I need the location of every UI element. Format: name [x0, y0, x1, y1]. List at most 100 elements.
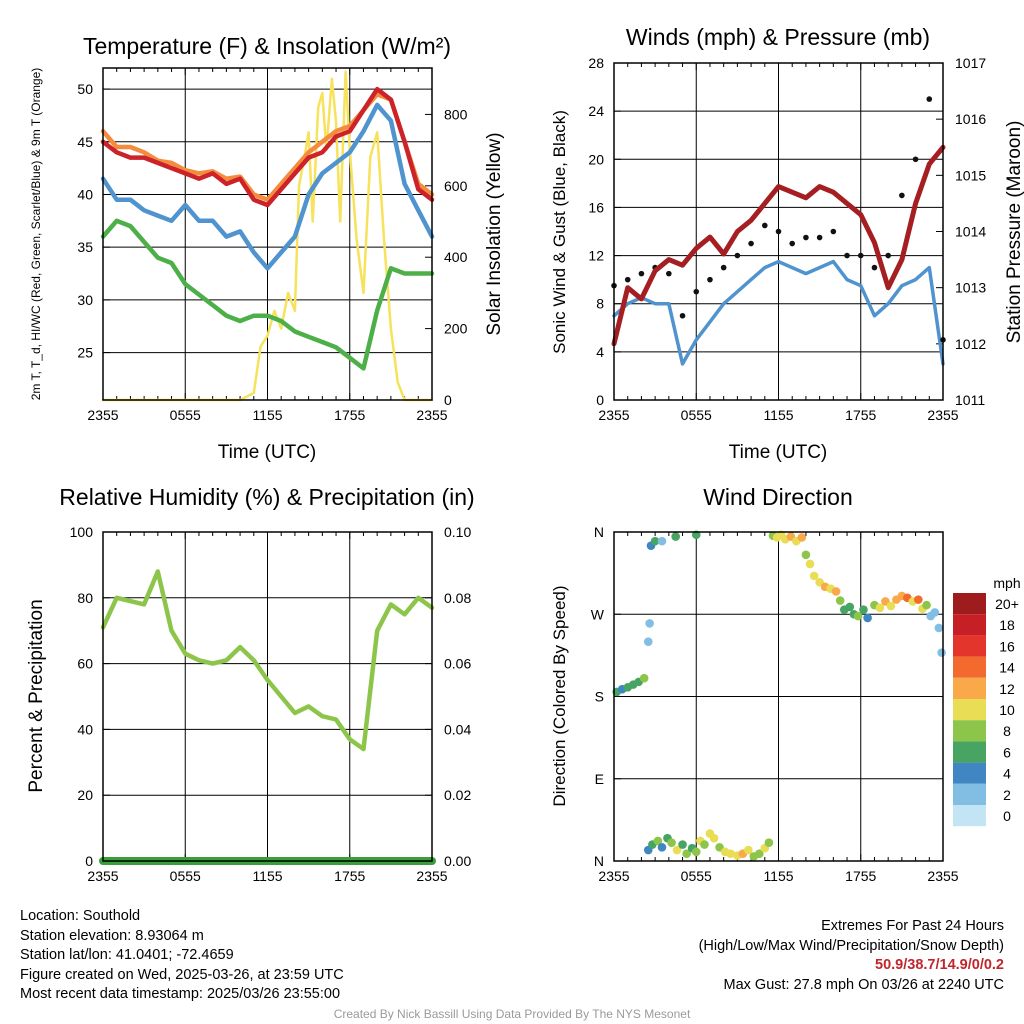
humidity-y2tick-label: 0.04 [444, 721, 471, 737]
temperature-x-axis-label: Time (UTC) [218, 442, 317, 463]
direction-point [657, 536, 667, 546]
direction-point [934, 623, 944, 633]
humidity-y2tick-label: 0.08 [444, 590, 471, 606]
winds-gust-point [734, 252, 741, 259]
direction-point [845, 602, 855, 612]
direction-point [639, 673, 649, 683]
humidity-xtick-label: 2355 [87, 868, 118, 884]
direction-ytick-label: N [594, 853, 604, 869]
humidity-y2tick-label: 0.00 [444, 853, 471, 869]
location-text: Location: Southold [20, 908, 141, 924]
temperature-y2tick-label: 0 [444, 392, 452, 408]
winds-ytick-label: 16 [588, 199, 604, 215]
temperature-series-yellow [101, 70, 434, 402]
speed-legend-swatch [953, 593, 986, 615]
winds-gust-point [720, 264, 727, 271]
winds-gust-point [871, 264, 878, 271]
humidity-y2tick-label: 0.02 [444, 787, 471, 803]
humidity-chart-title: Relative Humidity (%) & Precipitation (i… [59, 484, 474, 510]
direction-point [671, 532, 680, 541]
temperature-xtick-label: 2355 [87, 407, 118, 423]
speed-legend-swatch [953, 677, 986, 699]
winds-gust-point [816, 234, 823, 241]
humidity-xtick-label: 2355 [416, 868, 447, 884]
humidity-ytick-label: 80 [77, 590, 93, 606]
temperature-series-red [100, 86, 435, 208]
humidity-series-rh [100, 569, 435, 752]
direction-point [831, 587, 841, 596]
humidity-ytick-label: 0 [85, 853, 93, 869]
temperature-ytick-label: 45 [77, 134, 93, 150]
speed-legend-label: 20+ [995, 596, 1019, 612]
direction-xtick-label: 0555 [681, 868, 712, 884]
humidity-ytick-label: 40 [77, 721, 93, 737]
direction-ytick-label: S [595, 689, 604, 705]
speed-legend-swatch [953, 614, 986, 636]
extremes-subtitle: (High/Low/Max Wind/Precipitation/Snow De… [698, 937, 1004, 954]
winds-gust-point [624, 276, 631, 283]
winds-gust-point [830, 228, 837, 235]
direction-point [691, 847, 701, 857]
direction-y-axis-label: Direction (Colored By Speed) [550, 585, 569, 806]
latlon-text: Station lat/lon: 41.0401; -72.4659 [20, 947, 234, 963]
temperature-xtick-label: 1755 [334, 407, 365, 423]
temperature-y2tick-label: 600 [444, 178, 468, 194]
humidity-y2tick-label: 0.10 [444, 524, 471, 540]
direction-xtick-label: 1155 [763, 868, 793, 884]
direction-point [853, 611, 863, 621]
direction-point [700, 840, 709, 849]
speed-legend-label: 4 [1003, 766, 1011, 782]
winds-ytick-label: 8 [596, 296, 604, 312]
direction-xtick-label: 2355 [927, 868, 958, 884]
winds-x-axis-label: Time (UTC) [729, 442, 828, 463]
speed-legend-label: 18 [999, 617, 1015, 633]
winds-y2tick-label: 1016 [955, 111, 986, 127]
humidity-xtick-label: 1755 [334, 868, 365, 884]
speed-legend-swatch [953, 635, 986, 657]
temperature-frame [102, 67, 433, 401]
direction-point [682, 849, 691, 858]
direction-point [667, 838, 676, 848]
created-text: Figure created on Wed, 2025-03-26, at 23… [20, 966, 344, 983]
station-info: Location: Southold Station elevation: 8.… [20, 907, 344, 1005]
winds-xtick-label: 2355 [598, 407, 629, 423]
winds-xtick-label: 1155 [763, 407, 793, 423]
temperature-series-blue [100, 102, 435, 271]
speed-legend-label: 2 [1003, 787, 1011, 803]
speed-legend-label: 12 [999, 681, 1015, 697]
temperature-ytick-label: 30 [77, 292, 93, 308]
extremes-info: Extremes For Past 24 Hours (High/Low/Max… [699, 917, 1004, 995]
winds-gust-point [666, 270, 672, 277]
speed-legend-swatch [953, 805, 986, 827]
winds-gust-point [679, 312, 686, 319]
direction-point [805, 559, 815, 569]
winds-xtick-label: 1755 [845, 407, 876, 423]
winds-ytick-label: 28 [588, 55, 604, 71]
winds-gust-point [844, 252, 850, 259]
speed-legend-label: 10 [999, 702, 1015, 718]
winds-y-axis-label: Sonic Wind & Gust (Blue, Black) [550, 110, 569, 354]
direction-xtick-label: 1755 [845, 868, 876, 884]
max-gust-text: Max Gust: 27.8 mph On 03/26 at 2240 UTC [723, 976, 1004, 993]
winds-ytick-label: 12 [588, 248, 604, 264]
direction-ytick-label: E [595, 771, 604, 787]
winds-gust-point [761, 222, 768, 229]
temperature-xtick-label: 2355 [416, 407, 447, 423]
winds-y2-axis-label: Station Pressure (Maroon) [1004, 121, 1024, 344]
direction-point [809, 571, 819, 581]
direction-point [645, 619, 654, 628]
direction-point [744, 845, 753, 855]
elevation-text: Station elevation: 8.93064 m [20, 927, 204, 944]
speed-legend-swatch [953, 741, 986, 763]
direction-point [650, 536, 660, 546]
temperature-y2tick-label: 200 [444, 321, 468, 337]
winds-y2tick-label: 1017 [955, 55, 986, 71]
temperature-series-green [100, 218, 435, 371]
direction-point [726, 849, 735, 858]
speed-legend-swatch [953, 720, 986, 742]
speed-legend-swatch [953, 783, 986, 805]
winds-gust-point [899, 192, 905, 199]
winds-y2tick-label: 1014 [955, 224, 986, 240]
temperature-ytick-label: 35 [77, 239, 93, 255]
